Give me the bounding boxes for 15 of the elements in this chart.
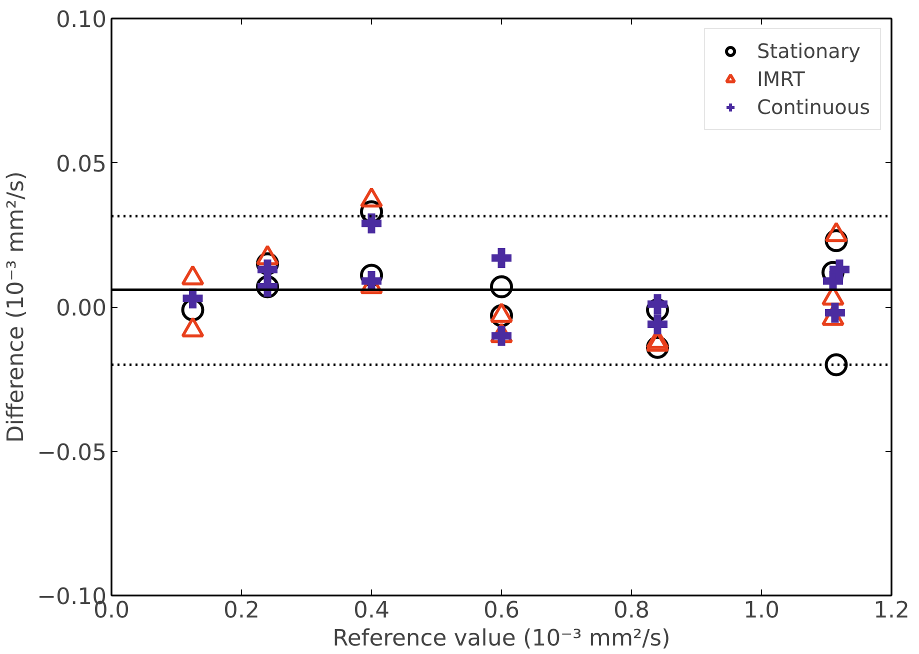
legend-label: IMRT	[757, 67, 805, 91]
y-axis-title: Difference (10⁻³ mm²/s)	[3, 171, 30, 443]
y-tick-label: 0.10	[56, 7, 107, 33]
x-tick-label: 0.2	[223, 598, 260, 624]
x-tick-label: 0.8	[613, 598, 650, 624]
x-tick-label: 0.4	[353, 598, 390, 624]
y-tick-label: 0.05	[56, 151, 107, 178]
x-tick-label: 0.6	[483, 598, 520, 624]
x-tick-label: 1.0	[743, 598, 780, 624]
x-axis-title: Reference value (10⁻³ mm²/s)	[332, 626, 670, 652]
legend-label: Continuous	[757, 95, 870, 119]
x-tick-label: 1.2	[873, 598, 910, 624]
legend-label: Stationary	[757, 39, 860, 63]
y-tick-label: −0.05	[37, 440, 107, 466]
y-tick-label: 0.00	[56, 296, 107, 322]
